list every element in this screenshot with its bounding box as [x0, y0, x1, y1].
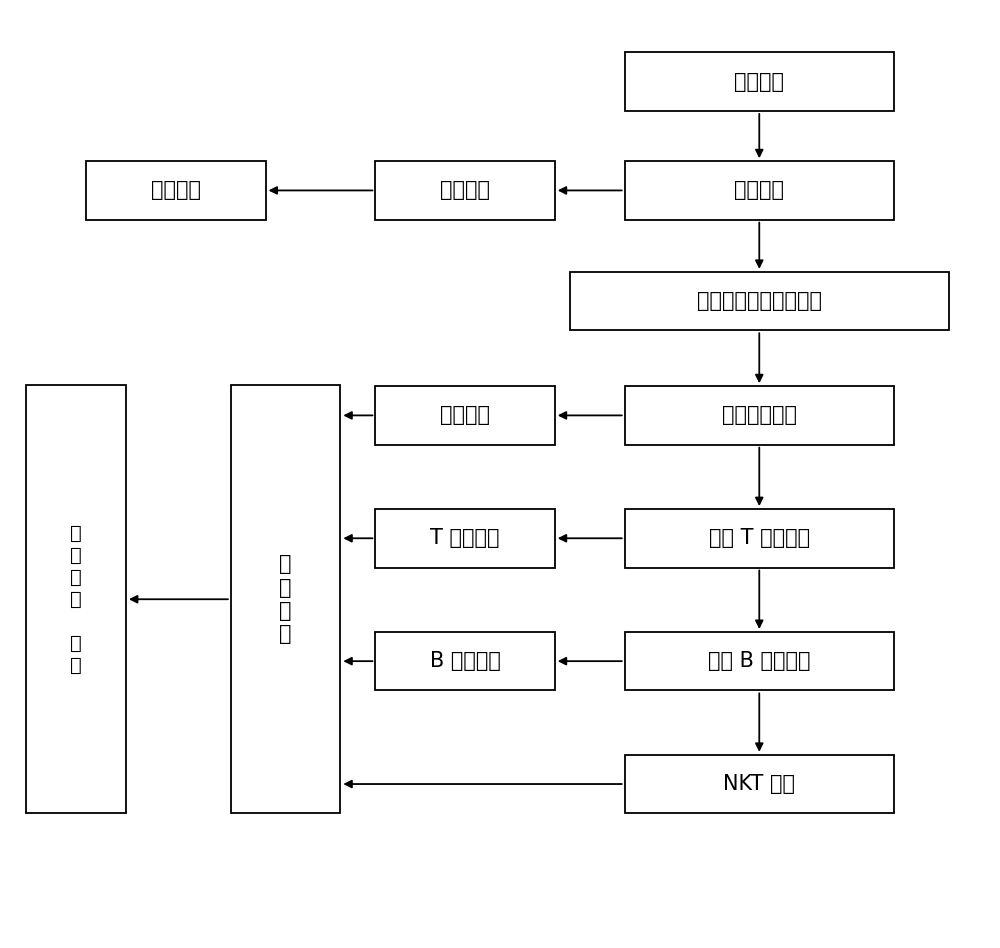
Bar — [231, 385, 340, 813]
Text: 各
自
冻
存: 各 自 冻 存 — [279, 555, 292, 644]
Text: 分离单核细胞: 分离单核细胞 — [722, 406, 797, 426]
Text: 自体血浆: 自体血浆 — [440, 180, 490, 200]
Text: 单核细胞: 单核细胞 — [440, 406, 490, 426]
Bar — [375, 161, 555, 220]
Text: B 淋巴细胞: B 淋巴细胞 — [430, 651, 501, 671]
Text: 分离外周血单个核细胞: 分离外周血单个核细胞 — [697, 291, 822, 311]
Bar — [26, 385, 126, 813]
Bar — [625, 755, 894, 813]
Bar — [375, 386, 555, 445]
Text: 统
一
编
码

入
库: 统 一 编 码 入 库 — [70, 523, 82, 675]
Text: 分离血浆: 分离血浆 — [734, 180, 784, 200]
Text: 分离 B 淋巴细胞: 分离 B 淋巴细胞 — [708, 651, 811, 671]
Bar — [625, 509, 894, 568]
Bar — [375, 509, 555, 568]
Bar — [625, 161, 894, 220]
Text: 人外周血: 人外周血 — [734, 72, 784, 92]
Bar — [625, 632, 894, 690]
Text: NKT 细胞: NKT 细胞 — [723, 774, 795, 794]
Bar — [86, 161, 266, 220]
Bar — [625, 386, 894, 445]
Bar — [375, 632, 555, 690]
Text: 冻存备用: 冻存备用 — [151, 180, 201, 200]
Text: 分离 T 淋巴细胞: 分离 T 淋巴细胞 — [709, 528, 810, 548]
Bar — [625, 52, 894, 111]
Bar — [570, 272, 949, 330]
Text: T 淋巴细胞: T 淋巴细胞 — [430, 528, 500, 548]
